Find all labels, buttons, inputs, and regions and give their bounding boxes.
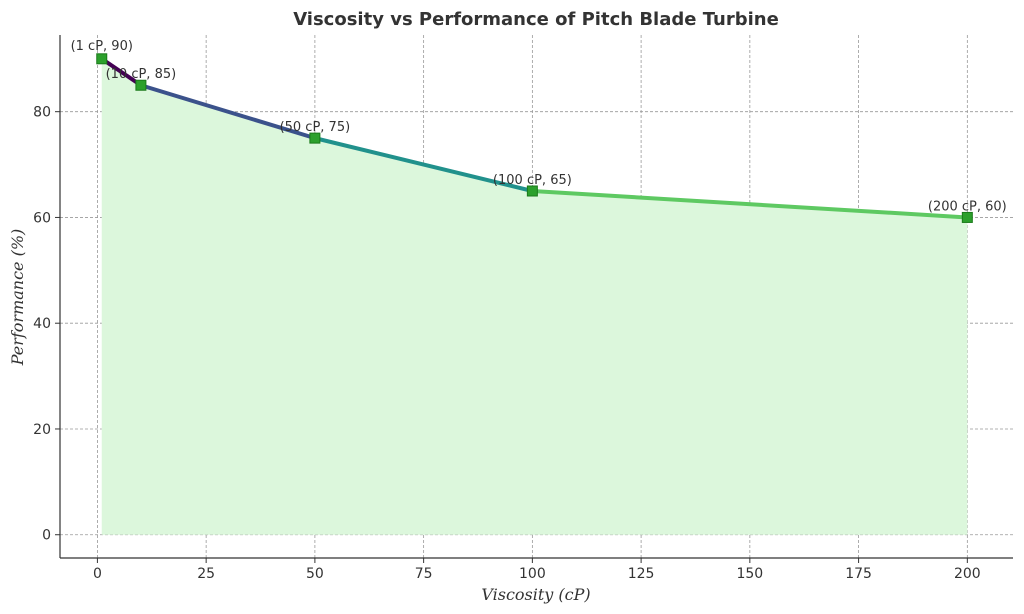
line-segment — [312, 136, 535, 194]
x-tick-label: 175 — [845, 566, 872, 582]
x-tick-label: 100 — [519, 566, 546, 582]
line-segment — [99, 56, 143, 88]
x-tick-label: 200 — [954, 566, 981, 582]
data-point — [961, 211, 973, 223]
chart-title: Viscosity vs Performance of Pitch Blade … — [293, 9, 779, 30]
data-label: (1 cP, 90) — [71, 39, 133, 54]
data-point — [526, 185, 538, 197]
tick-labels: 0 25 50 75 100 125 150 175 200 0 20 40 60 80 — [33, 105, 981, 582]
data-label: (10 cP, 85) — [106, 67, 177, 82]
markers — [96, 53, 973, 223]
x-tick-label: 25 — [197, 566, 215, 582]
data-label: (100 cP, 65) — [493, 173, 572, 188]
x-tick-label: 150 — [736, 566, 763, 582]
axes — [55, 35, 1013, 563]
data-point — [135, 79, 147, 91]
line-segment — [530, 189, 970, 220]
series-line — [99, 56, 970, 220]
data-label: (50 cP, 75) — [280, 120, 351, 135]
annotations: (1 cP, 90) (10 cP, 85) (50 cP, 75) (100 cP,… — [71, 39, 1007, 215]
x-axis-label: Viscosity (cP) — [481, 585, 590, 604]
line-segment — [138, 83, 317, 141]
area-fill — [101, 58, 968, 535]
y-tick-label: 40 — [33, 316, 51, 332]
y-axis-label: Performance (%) — [8, 229, 27, 367]
x-tick-label: 125 — [628, 566, 655, 582]
data-point — [96, 53, 108, 65]
x-tick-label: 75 — [415, 566, 433, 582]
y-tick-label: 20 — [33, 422, 51, 438]
data-point — [309, 132, 321, 144]
y-tick-label: 60 — [33, 210, 51, 226]
y-tick-label: 0 — [42, 528, 51, 544]
y-tick-label: 80 — [33, 105, 51, 121]
data-label: (200 cP, 60) — [928, 199, 1007, 214]
x-tick-label: 50 — [306, 566, 324, 582]
x-tick-label: 0 — [93, 566, 102, 582]
